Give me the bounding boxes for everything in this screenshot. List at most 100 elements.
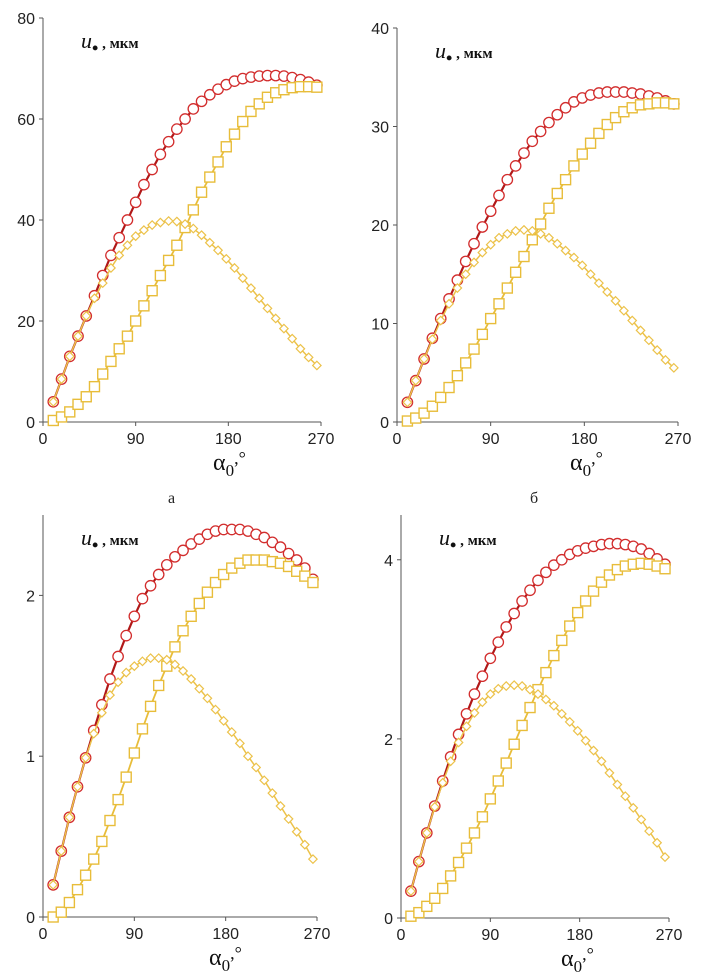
y-annotation-symbol: u: [81, 525, 92, 550]
data-point-circle: [154, 148, 167, 161]
data-point-diamond: [303, 352, 314, 363]
data-point-diamond: [477, 697, 488, 708]
x-tick-label: 90: [125, 926, 143, 943]
data-point-square: [55, 906, 67, 918]
data-point-square: [459, 357, 472, 369]
data-point-circle: [144, 579, 157, 592]
data-point-square: [484, 793, 497, 805]
data-point-circle: [555, 553, 568, 566]
data-point-circle: [187, 103, 200, 115]
y-tick-label: 2: [384, 732, 393, 749]
data-point-diamond: [452, 282, 463, 294]
data-point-circle: [112, 650, 124, 663]
x-tick-label: 270: [304, 926, 331, 943]
y-tick-label: 40: [371, 21, 389, 38]
data-point-diamond: [580, 735, 591, 746]
data-point-diamond: [210, 704, 221, 715]
data-point-diamond: [194, 683, 205, 694]
data-point-square: [579, 595, 592, 607]
x-label-unit: ,°: [230, 943, 242, 963]
data-point-square: [526, 234, 538, 246]
x-axis-label: α0,°: [561, 944, 594, 976]
data-point-diamond: [560, 245, 571, 256]
data-point-square: [492, 775, 504, 787]
data-point-diamond: [161, 654, 172, 665]
x-tick-label: 0: [393, 431, 402, 448]
data-point-diamond: [468, 257, 480, 268]
data-point-diamond: [517, 681, 528, 692]
data-point-diamond: [659, 852, 671, 863]
data-point-circle: [177, 544, 189, 557]
data-point-square: [245, 105, 257, 118]
data-point-square: [540, 666, 552, 679]
data-point-square: [444, 870, 457, 882]
y-annotation-symbol: u: [439, 525, 450, 550]
data-point-diamond: [402, 397, 413, 408]
data-point-square: [443, 381, 455, 394]
data-point-diamond: [80, 752, 91, 763]
data-point-diamond: [477, 247, 488, 258]
data-point-square: [162, 254, 175, 267]
y-annotation: u• , мкм: [81, 525, 139, 555]
data-point-square: [500, 757, 512, 769]
series-line-square: [410, 562, 666, 918]
data-point-circle: [501, 173, 514, 186]
data-point-diamond: [535, 228, 546, 239]
data-point-square: [299, 570, 311, 582]
data-point-square: [543, 202, 555, 214]
data-point-diamond: [212, 245, 224, 256]
data-point-circle: [282, 547, 295, 560]
y-tick-label: 0: [26, 415, 35, 432]
data-point-diamond: [169, 659, 180, 670]
data-point-diamond: [186, 673, 197, 685]
data-point-diamond: [81, 310, 92, 321]
series-line-square: [407, 101, 674, 422]
data-point-diamond: [443, 298, 455, 309]
data-point-square: [209, 576, 222, 589]
data-point-diamond: [612, 779, 623, 790]
y-annotation: u• , мкм: [439, 525, 497, 555]
data-point-diamond: [602, 286, 613, 298]
y-tick-label: 1: [26, 749, 35, 766]
data-point-circle: [195, 95, 208, 108]
data-point-diamond: [105, 262, 117, 274]
y-tick-label: 0: [26, 910, 35, 927]
data-point-square: [307, 576, 319, 589]
x-tick-label: 180: [566, 927, 593, 944]
x-tick-label: 0: [397, 927, 406, 944]
data-point-diamond: [204, 237, 215, 248]
data-point-square: [88, 853, 100, 865]
data-point-diamond: [72, 781, 83, 792]
data-point-diamond: [405, 886, 416, 897]
data-point-square: [436, 882, 449, 895]
data-point-diamond: [196, 230, 207, 241]
data-point-diamond: [445, 756, 456, 767]
series-line-circle: [409, 542, 666, 892]
data-point-square: [484, 312, 497, 325]
data-point-square: [609, 111, 622, 124]
data-point-diamond: [311, 360, 322, 371]
y-tick-label: 0: [380, 415, 389, 432]
data-point-diamond: [267, 788, 278, 799]
data-point-diamond: [636, 814, 647, 825]
data-point-diamond: [283, 813, 294, 824]
x-axis-label: α0,°: [570, 448, 603, 480]
data-point-square: [146, 285, 158, 297]
data-point-diamond: [129, 661, 140, 672]
data-point-square: [171, 239, 183, 251]
data-point-circle: [540, 566, 552, 579]
x-label-unit: ,°: [234, 448, 246, 468]
data-point-square: [509, 266, 522, 278]
data-point-square: [177, 625, 189, 637]
data-point-square: [571, 606, 584, 619]
y-annotation-symbol: u: [81, 28, 92, 53]
data-point-circle: [160, 558, 173, 571]
data-point-circle: [113, 231, 126, 244]
data-point-square: [595, 576, 608, 588]
data-point-square: [217, 568, 230, 581]
data-point-diamond: [610, 295, 621, 306]
data-point-circle: [146, 163, 158, 176]
data-point-square: [534, 218, 547, 230]
data-point-square: [476, 328, 489, 341]
x-tick-label: 0: [39, 926, 48, 943]
